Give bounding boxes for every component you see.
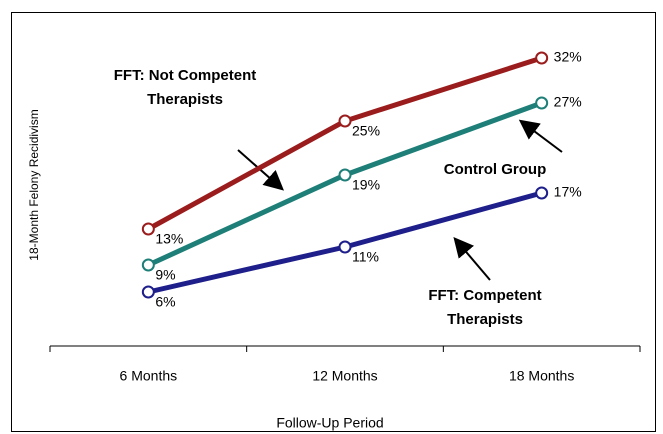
x-tick-label: 18 Months — [509, 368, 574, 384]
data-label: 32% — [554, 49, 582, 65]
point-marker — [338, 114, 352, 128]
data-label: 17% — [554, 184, 582, 200]
data-label: 13% — [155, 231, 183, 247]
data-label: 25% — [352, 123, 380, 139]
data-label: 19% — [352, 177, 380, 193]
series-annotation: FFT: Not Competent Therapists — [113, 67, 257, 108]
x-tick-label: 6 Months — [120, 368, 178, 384]
point-marker — [535, 96, 549, 110]
data-label: 11% — [352, 249, 379, 265]
point-marker — [141, 285, 155, 299]
point-marker — [338, 240, 352, 254]
annotation-arrow — [518, 119, 563, 153]
data-label: 27% — [554, 94, 582, 110]
y-axis-label: 18-Month Felony Recidivism — [27, 109, 41, 260]
point-marker — [338, 168, 352, 182]
point-marker — [141, 258, 155, 272]
series-annotation: FFT: Competent Therapists — [428, 287, 542, 328]
x-axis-label: Follow-Up Period — [276, 415, 383, 431]
x-tick-label: 12 Months — [312, 368, 377, 384]
annotation-arrow — [453, 236, 491, 281]
series-annotation: Control Group — [443, 161, 547, 178]
chart-border — [11, 12, 656, 432]
point-marker — [535, 51, 549, 65]
data-label: 6% — [155, 294, 175, 310]
data-label: 9% — [155, 267, 175, 283]
point-marker — [141, 222, 155, 236]
point-marker — [535, 186, 549, 200]
